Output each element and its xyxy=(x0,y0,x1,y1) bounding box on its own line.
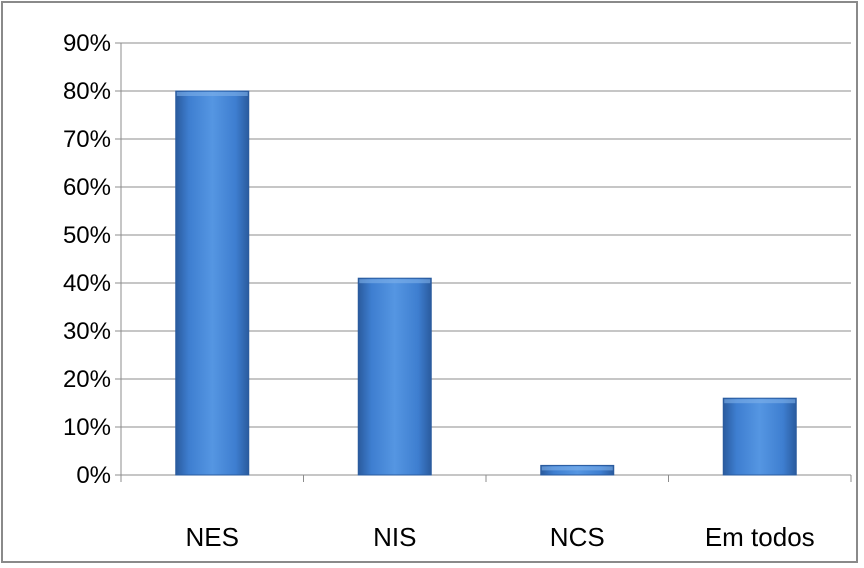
bar-nis xyxy=(357,277,432,476)
bar-rect xyxy=(722,397,797,476)
bar-em-todos xyxy=(722,397,797,476)
x-tick-label: NCS xyxy=(550,522,605,552)
bar-nes xyxy=(175,90,250,476)
y-tick-label: 30% xyxy=(63,318,111,345)
x-tick-label: NIS xyxy=(373,522,416,552)
bars xyxy=(175,90,797,476)
bar-highlight xyxy=(359,279,431,284)
y-tick-label: 80% xyxy=(63,78,111,105)
x-tick-labels: NES NIS NCS Em todos xyxy=(186,522,815,552)
y-tick-label: 40% xyxy=(63,270,111,297)
y-tick-label: 60% xyxy=(63,174,111,201)
y-tick-label: 90% xyxy=(63,30,111,57)
bar-highlight xyxy=(176,92,248,96)
bar-rect xyxy=(357,277,432,476)
x-tick-label: Em todos xyxy=(705,522,815,552)
bar-ncs xyxy=(540,464,615,476)
y-tick-label: 20% xyxy=(63,366,111,393)
y-tick-label: 10% xyxy=(63,414,111,441)
bar-highlight xyxy=(724,399,796,404)
y-tick-labels: 0% 10% 20% 30% 40% 50% 60% 70% 80% 90% xyxy=(63,30,111,489)
x-tick-label: NES xyxy=(186,522,239,552)
y-tick-label: 50% xyxy=(63,222,111,249)
y-tick-label: 70% xyxy=(63,126,111,153)
y-tick-label: 0% xyxy=(76,462,111,489)
bar-rect xyxy=(175,90,250,476)
bar-highlight xyxy=(541,466,613,471)
